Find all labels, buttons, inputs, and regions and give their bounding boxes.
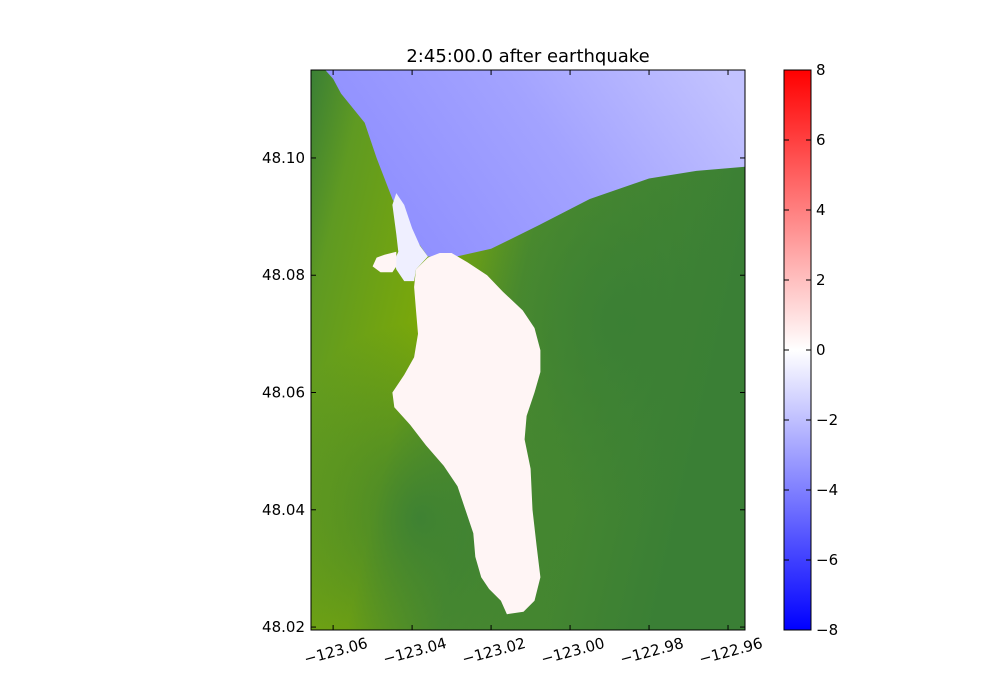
x-tick-label: −122.96: [697, 634, 765, 668]
y-axis: 48.02 48.04 48.06 48.08 48.10: [262, 149, 745, 636]
colorbar-tick-label: −6: [816, 551, 838, 569]
chart-title: 2:45:00.0 after earthquake: [406, 46, 649, 67]
y-tick-label: 48.10: [262, 149, 305, 167]
region-channel-water: [392, 193, 428, 282]
region-northern-water: [311, 70, 745, 258]
plot-frame: [310, 69, 746, 631]
x-tick-label: −123.04: [381, 634, 449, 668]
y-tick-label: 48.02: [262, 618, 305, 636]
colorbar-tick-label: −8: [816, 621, 838, 639]
colorbar-tick-label: 0: [816, 341, 826, 359]
region-inlet-water: [392, 253, 541, 615]
plot-area: [310, 69, 746, 631]
x-tick-label: −123.00: [539, 634, 607, 668]
y-tick-label: 48.08: [262, 266, 305, 284]
colorbar-tick-label: 4: [816, 201, 826, 219]
colorbar-tick-label: −4: [816, 481, 838, 499]
x-tick-label: −123.06: [302, 634, 370, 668]
x-tick-label: −123.02: [460, 634, 528, 668]
colorbar-tick-label: 6: [816, 131, 826, 149]
colorbar: −8 −6 −4 −2 0 2 4 6 8: [783, 61, 838, 639]
y-tick-label: 48.04: [262, 501, 305, 519]
x-tick-label: −122.98: [618, 634, 686, 668]
region-west-lagoon: [372, 251, 397, 273]
colorbar-tick-label: 2: [816, 271, 826, 289]
y-tick-label: 48.06: [262, 384, 305, 402]
colorbar-tick-label: 8: [816, 61, 826, 79]
colorbar-tick-label: −2: [816, 411, 838, 429]
